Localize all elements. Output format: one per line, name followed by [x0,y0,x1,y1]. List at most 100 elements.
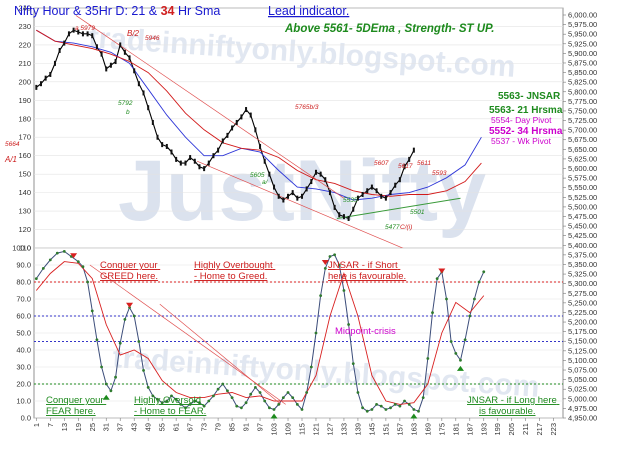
oscillator-point [277,403,281,406]
oscillator-series-trend-b [159,303,282,405]
price-candle-mark [291,190,294,196]
x-axis-tick-label: 1 [32,423,41,427]
oscillator-point [179,403,183,406]
price-candle-mark [189,155,192,161]
price-candle-mark [77,29,80,35]
note-midpoint: Midpoint-crisis [335,326,396,337]
x-axis-tick-label: 37 [116,423,125,431]
left-axis-tick-label: 240 [18,4,31,13]
oscillator-point [342,289,346,292]
left-axis-tick-label: 130 [18,207,31,216]
price-candle-mark [72,27,75,33]
price-candle-mark [35,84,38,90]
price-candle-mark [384,195,387,201]
note-oversold: Highly Oversold - Home to FEAR. [134,395,206,417]
price-candle-mark [95,44,98,50]
watermark-brand: JustNifty [118,143,486,239]
right-axis-tick-label: 5,825.00 [568,78,597,87]
price-candle-mark [249,112,252,118]
price-candle-mark [109,62,112,68]
marker-layer [70,253,464,419]
x-axis-tick-label: 31 [102,423,111,431]
hrsma21-level: 5563- 21 Hrsma [489,105,563,116]
oscillator-point [431,311,434,314]
price-candle-mark [366,188,369,194]
price-candle-mark [128,55,131,61]
oscillator-point [454,352,458,355]
oscillator-point [468,314,472,318]
right-axis-tick-label: 5,000.00 [568,394,597,403]
price-candle-mark [179,160,182,166]
x-axis-tick-label: 103 [270,423,279,436]
price-candle-mark [352,206,355,212]
note-jnsar-long: JNSAR - if Long here is favourable. [467,395,559,417]
right-axis-tick-label: 5,200.00 [568,318,597,327]
strength-note: Above 5561- 5DEma , Strength- ST UP. [284,23,494,35]
oscillator-point [76,260,80,263]
right-axis-tick-label: 5,175.00 [568,327,597,336]
buy-arrow-marker [102,394,110,400]
wave-label-c1: C/(i) [400,224,412,231]
x-axis-tick-label: 169 [423,423,432,436]
price-candle-mark [240,114,243,120]
price-candle-mark [403,164,406,170]
oscillator-point [295,403,299,406]
oscillator-point [235,404,239,408]
oscillator-point [165,399,169,403]
oscillator-point [361,406,364,410]
left-axis-tick-label: 220 [18,40,31,49]
x-axis-tick-label: 91 [242,423,251,431]
price-series-sma-34 [36,29,482,197]
x-axis-tick-label: 145 [367,423,376,436]
price-candle-mark [277,193,280,199]
right-axis-tick-label: 5,250.00 [568,298,597,307]
right-axis-tick-label: 5,125.00 [568,346,597,355]
oscillator-point [426,357,430,360]
price-candle-mark [324,177,327,183]
right-axis-tick-label: 5,975.00 [568,20,597,29]
price-candle-mark [226,132,229,138]
x-axis-tick-label: 49 [144,423,153,431]
price-candle-mark [217,147,220,153]
price-candle-mark [412,147,415,153]
price-candle-mark [338,212,341,218]
wave-label-5946: 5946 [145,35,160,42]
oscillator-point [393,403,397,406]
oscillator-point [477,280,481,284]
oscillator-point [407,403,411,406]
price-candle-mark [207,160,210,166]
price-candle-mark [58,47,61,53]
left-axis-tick-label: 160 [18,151,31,160]
x-axis-tick-label: 79 [214,423,223,431]
x-axis-tick-label: 223 [549,423,558,436]
left-axis-tick-label: 150 [18,170,31,179]
oscillator-point [100,365,103,369]
price-candle-mark [203,166,206,172]
note-greed: Conquer your GREED here. [100,260,160,282]
oscillator-point [417,409,420,413]
oscillator-point [267,406,271,410]
price-series-ema-21 [36,29,482,201]
oscillator-tick-label: 100.0 [12,244,31,253]
price-candle-mark [114,59,117,65]
oscillator-point [216,387,220,391]
right-axis-tick-label: 5,650.00 [568,145,597,154]
right-axis-tick-label: 4,975.00 [568,404,597,413]
price-candle-mark [119,42,122,48]
price-candle-mark [370,184,373,190]
price-candle-mark [314,169,317,175]
oscillator-point [398,404,402,408]
right-axis-tick-label: 5,275.00 [568,289,597,298]
oscillator-point [291,396,295,399]
price-candle-mark [212,153,215,159]
oscillator-point [249,392,253,396]
lead-indicator-label: Lead indicator. [268,4,349,18]
right-axis-tick-label: 5,575.00 [568,174,597,183]
x-axis-tick-label: 181 [451,423,460,436]
price-candle-mark [380,193,383,199]
left-axis-tick-label: 140 [18,188,31,197]
right-axis-tick-label: 5,700.00 [568,126,597,135]
price-candle-mark [305,186,308,192]
